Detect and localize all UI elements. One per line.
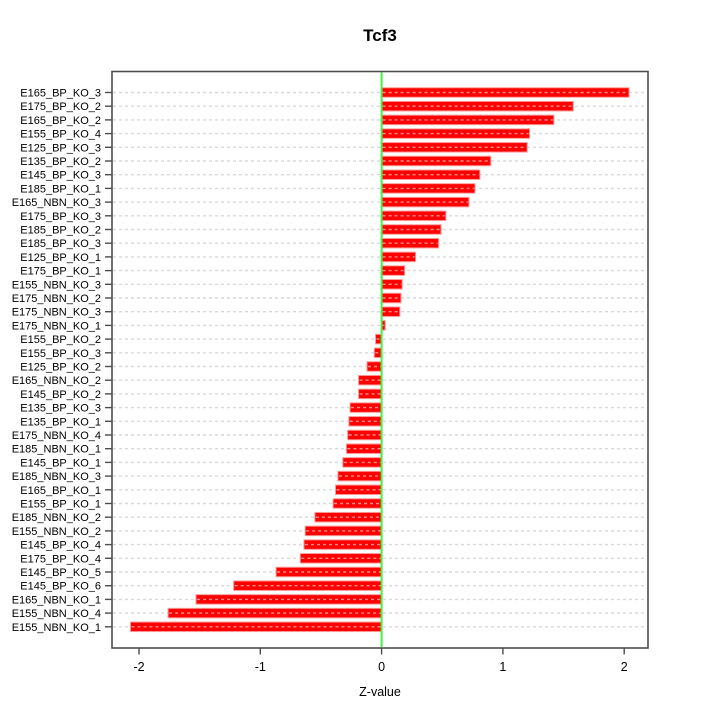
y-tick-label: E155_NBN_KO_4 <box>12 608 101 620</box>
y-tick-label: E125_BP_KO_2 <box>20 362 101 374</box>
y-tick-label: E175_BP_KO_4 <box>20 553 101 565</box>
y-tick-label: E165_NBN_KO_2 <box>12 375 101 387</box>
x-tick-label: 0 <box>378 660 385 674</box>
y-tick-label: E135_BP_KO_2 <box>20 156 101 168</box>
y-tick-label: E145_BP_KO_3 <box>20 170 101 182</box>
y-tick-label: E135_BP_KO_3 <box>20 403 101 415</box>
y-tick-label: E125_BP_KO_1 <box>20 252 101 264</box>
bar <box>381 100 574 112</box>
y-tick-label: E155_NBN_KO_1 <box>12 622 101 634</box>
plot-border <box>111 70 649 649</box>
y-tick-label: E155_BP_KO_4 <box>20 129 101 141</box>
y-tick-label: E155_BP_KO_3 <box>20 348 101 360</box>
chart-title: Tcf3 <box>363 26 397 45</box>
y-tick-label: E185_NBN_KO_1 <box>12 444 101 456</box>
bar <box>381 251 417 263</box>
x-tick-label: 1 <box>499 660 506 674</box>
y-tick-label: E155_BP_KO_1 <box>20 499 101 511</box>
x-tick-label: -2 <box>133 660 144 674</box>
y-tick-label: E175_BP_KO_1 <box>20 266 101 278</box>
y-tick-label: E175_NBN_KO_4 <box>12 430 101 442</box>
y-tick-label: E185_NBN_KO_3 <box>12 471 101 483</box>
y-tick-label: E165_BP_KO_1 <box>20 485 101 497</box>
y-tick-label: E175_BP_KO_3 <box>20 211 101 223</box>
y-tick-label: E175_NBN_KO_1 <box>12 320 101 332</box>
y-tick-label: E145_BP_KO_4 <box>20 540 101 552</box>
y-tick-label: E165_NBN_KO_1 <box>12 594 101 606</box>
x-axis-title: Z-value <box>359 685 401 699</box>
y-tick-label: E165_BP_KO_3 <box>20 88 101 100</box>
y-tick-label: E125_BP_KO_3 <box>20 142 101 154</box>
y-tick-label: E175_NBN_KO_3 <box>12 307 101 319</box>
y-tick-label: E155_BP_KO_2 <box>20 334 101 346</box>
y-tick-label: E185_BP_KO_2 <box>20 225 101 237</box>
y-tick-label: E145_BP_KO_2 <box>20 389 101 401</box>
y-tick-label: E165_BP_KO_2 <box>20 115 101 127</box>
y-tick-label: E185_BP_KO_3 <box>20 238 101 250</box>
y-tick-label: E175_BP_KO_2 <box>20 101 101 113</box>
y-tick-label: E155_NBN_KO_2 <box>12 526 101 538</box>
y-tick-label: E175_NBN_KO_2 <box>12 293 101 305</box>
y-tick-label: E165_NBN_KO_3 <box>12 197 101 209</box>
y-tick-label: E155_NBN_KO_3 <box>12 279 101 291</box>
y-tick-label: E185_BP_KO_1 <box>20 183 101 195</box>
bar-layer <box>130 87 630 633</box>
y-tick-label: E135_BP_KO_1 <box>20 416 101 428</box>
bar <box>347 429 383 441</box>
x-tick-label: -1 <box>255 660 266 674</box>
y-tick-label: E145_BP_KO_6 <box>20 581 101 593</box>
y-tick-label: E145_BP_KO_5 <box>20 567 101 579</box>
bar <box>345 443 383 454</box>
x-tick-label: 2 <box>621 660 628 674</box>
y-tick-label: E145_BP_KO_1 <box>20 457 101 469</box>
y-tick-label: E185_NBN_KO_2 <box>12 512 101 524</box>
